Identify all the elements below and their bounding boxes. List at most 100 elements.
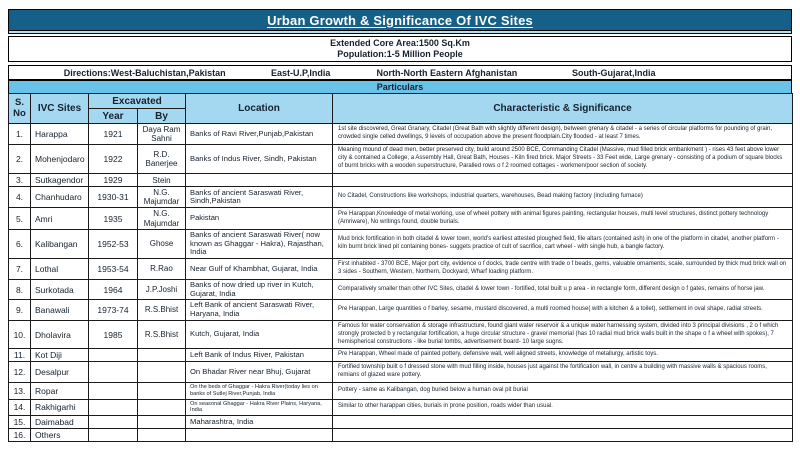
header-year: Year: [88, 108, 138, 124]
table-header: S. No IVC Sites Excavated Location Chara…: [8, 93, 794, 124]
cell-characteristic: Pre Harappan,Knowledge of metal working,…: [332, 207, 794, 230]
table-row: 7. Lothal 1953-54 R.Rao Near Gulf of Khambha…: [8, 258, 794, 280]
cell-year: [88, 348, 138, 363]
cell-characteristic: Similar to other harappan cities, burial…: [332, 398, 794, 417]
cell-site: Lothal: [30, 258, 89, 280]
cell-by: [136, 361, 187, 384]
header-location: Location: [185, 93, 334, 124]
cell-site: Daimabad: [30, 415, 89, 430]
cell-site: Rakhigarhi: [30, 398, 89, 417]
cell-year: [88, 382, 138, 400]
header-by: By: [136, 108, 187, 124]
title-underline-strip: [8, 31, 792, 34]
header-sno: S. No: [8, 93, 31, 124]
cell-characteristic: [332, 428, 794, 443]
cell-by: N.G. Majumdar: [136, 207, 187, 230]
cell-characteristic: Comparatively smaller than other IVC Sit…: [332, 278, 794, 301]
cell-by: [136, 382, 187, 400]
cell-year: 1929: [88, 173, 138, 188]
cell-characteristic: Pre Harappan, Wheel made of painted pott…: [332, 348, 794, 363]
direction-north: North-North Eastern Afghanistan: [376, 67, 518, 78]
table-row: 15. Daimabad Maharashtra, India: [8, 415, 794, 430]
cell-site: Banawali: [30, 299, 89, 321]
title-bar: Urban Growth & Significance Of IVC Sites: [8, 9, 792, 31]
cell-by: N.G. Majumdar: [136, 186, 187, 209]
cell-location: On seasonal Ghaggar - Hakra River Plains…: [185, 398, 334, 417]
cell-location: Pakistan: [185, 207, 334, 230]
table-row: 12. Desalpur On Bhadar River near Bhuj, Gu…: [8, 361, 794, 384]
cell-by: Daya Ram Sahni: [136, 122, 187, 146]
table-body: 1. Harappa 1921 Daya Ram Sahni Banks of Ravi…: [8, 122, 794, 443]
cell-site: Desalpur: [30, 361, 89, 384]
cell-sno: 9.: [8, 299, 31, 321]
cell-by: Ghose: [136, 228, 187, 260]
table-row: 14. Rakhigarhi On seasonal Ghaggar - Hakra…: [8, 398, 794, 417]
direction-west: Directions:West-Baluchistan,Pakistan: [63, 67, 226, 78]
cell-sno: 1.: [8, 122, 31, 146]
cell-characteristic: Mud brick fortification in both citadel …: [332, 228, 794, 260]
header-excavated: Excavated: [87, 93, 187, 109]
cell-location: Kutch, Gujarat, India: [185, 319, 334, 350]
cell-by: Stein: [136, 173, 187, 188]
cell-sno: 6.: [8, 228, 31, 260]
cell-characteristic: [332, 415, 794, 430]
cell-sno: 16.: [8, 428, 31, 443]
cell-characteristic: [332, 173, 794, 188]
cell-location: Banks of now dried up river in Kutch, Gu…: [185, 278, 334, 301]
cell-year: 1973-74: [88, 299, 138, 321]
table-row: 2. Mohenjodaro 1922 R.D. Banerjee Banks of I…: [8, 144, 794, 175]
cell-location: Left Bank of ancient Saraswati River, Ha…: [185, 299, 334, 321]
cell-year: 1935: [88, 207, 138, 230]
table-row: 9. Banawali 1973-74 R.S.Bhist Left Bank of a…: [8, 299, 794, 321]
particulars-label: Particulars: [376, 82, 424, 92]
cell-sno: 15.: [8, 415, 31, 430]
cell-characteristic: First inhabited - 3700 BCE, Major port c…: [332, 258, 794, 280]
cell-location: On the beds of Ghaggar - Hakra River(tod…: [185, 382, 334, 400]
cell-site: Mohenjodaro: [30, 144, 89, 175]
cell-sno: 3.: [8, 173, 31, 188]
cell-by: R.D. Banerjee: [136, 144, 187, 175]
table-row: 4. Chanhudaro 1930-31 N.G. Majumdar Banks of…: [8, 186, 794, 209]
table-row: 10. Dholavira 1985 R.S.Bhist Kutch, Gujarat,…: [8, 319, 794, 350]
cell-location: On Bhadar River near Bhuj, Gujarat: [185, 361, 334, 384]
cell-year: 1922: [88, 144, 138, 175]
cell-site: Chanhudaro: [30, 186, 89, 209]
cell-sno: 12.: [8, 361, 31, 384]
cell-sno: 13.: [8, 382, 31, 400]
header-sites: IVC Sites: [30, 93, 89, 124]
cell-site: Kot Diji: [30, 348, 89, 363]
cell-site: Amri: [30, 207, 89, 230]
cell-sno: 11.: [8, 348, 31, 363]
cell-characteristic: Pottery - same as Kalibangan, dog buried…: [332, 382, 794, 400]
cell-sno: 5.: [8, 207, 31, 230]
particulars-bar: Particulars: [8, 80, 792, 93]
extended-core-area-text: Extended Core Area:1500 Sq.Km: [330, 37, 470, 48]
cell-year: [88, 428, 138, 443]
header-sno-line1: S.: [15, 97, 24, 109]
cell-site: Kalibangan: [30, 228, 89, 260]
cell-characteristic: 1st site discovered, Great Granary, Cita…: [332, 122, 794, 146]
cell-site: Sutkagendor: [30, 173, 89, 188]
cell-location: Banks of ancient Saraswati River, Sindh,…: [185, 186, 334, 209]
cell-year: [88, 361, 138, 384]
cell-year: 1921: [88, 122, 138, 146]
table-row: 1. Harappa 1921 Daya Ram Sahni Banks of Ravi…: [8, 122, 794, 146]
cell-sno: 4.: [8, 186, 31, 209]
cell-year: [88, 415, 138, 430]
cell-site: Dholavira: [30, 319, 89, 350]
cell-by: R.Rao: [136, 258, 187, 280]
table-row: 5. Amri 1935 N.G. Majumdar Pakistan Pre Harap…: [8, 207, 794, 230]
cell-location: [185, 428, 334, 443]
population-text: Population:1-5 Million People: [337, 49, 463, 59]
cell-by: R.S.Bhist: [136, 299, 187, 321]
table-row: 11. Kot Diji Left Bank of Indus River, Pak…: [8, 348, 794, 363]
directions-box: Directions:West-Baluchistan,Pakistan Eas…: [8, 65, 792, 80]
cell-by: [136, 415, 187, 430]
page-title: Urban Growth & Significance Of IVC Sites: [267, 12, 533, 28]
cell-year: [88, 398, 138, 417]
cell-location: Banks of ancient Saraswati River( now kn…: [185, 228, 334, 260]
table-row: 16. Others: [8, 428, 794, 443]
cell-characteristic: Famous for water conservation & storage …: [332, 319, 794, 350]
direction-south: South-Gujarat,India: [572, 67, 656, 78]
